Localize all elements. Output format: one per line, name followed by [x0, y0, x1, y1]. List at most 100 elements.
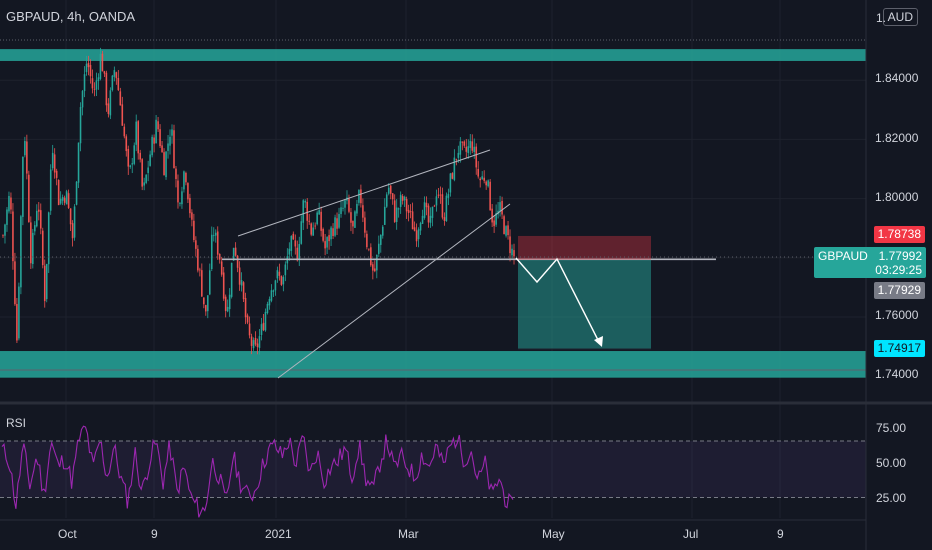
candle-body[interactable]	[119, 91, 122, 106]
candle-body[interactable]	[409, 211, 412, 213]
candle-body[interactable]	[425, 202, 428, 208]
candle-body[interactable]	[97, 77, 100, 82]
candle-body[interactable]	[99, 53, 102, 79]
candle-body[interactable]	[507, 225, 509, 235]
candle-body[interactable]	[463, 141, 466, 146]
candle-body[interactable]	[53, 154, 56, 173]
candle-body[interactable]	[501, 200, 503, 215]
candle-body[interactable]	[226, 306, 229, 312]
candle-body[interactable]	[230, 262, 233, 297]
candle-body[interactable]	[370, 247, 372, 266]
candle-body[interactable]	[334, 217, 336, 236]
candle-body[interactable]	[185, 172, 187, 183]
candle-body[interactable]	[312, 227, 314, 236]
candle-body[interactable]	[511, 248, 513, 256]
candle-body[interactable]	[433, 205, 436, 207]
candle-body[interactable]	[181, 191, 183, 205]
candle-body[interactable]	[473, 146, 476, 153]
candle-body[interactable]	[47, 212, 50, 265]
candle-body[interactable]	[318, 210, 320, 215]
candle-body[interactable]	[256, 343, 259, 348]
candle-body[interactable]	[296, 247, 299, 261]
resistance-zone[interactable]	[0, 49, 866, 61]
candle-body[interactable]	[491, 208, 493, 223]
candle-body[interactable]	[437, 194, 440, 196]
candle-body[interactable]	[340, 207, 342, 214]
candle-body[interactable]	[113, 70, 116, 77]
candle-body[interactable]	[87, 62, 90, 68]
candle-body[interactable]	[304, 201, 307, 203]
candle-body[interactable]	[189, 197, 191, 214]
candle-body[interactable]	[443, 217, 446, 221]
candle-body[interactable]	[395, 207, 398, 222]
candle-body[interactable]	[268, 298, 271, 306]
candle-body[interactable]	[32, 232, 34, 265]
candle-body[interactable]	[105, 72, 108, 106]
rsi-line[interactable]	[1, 425, 514, 518]
candle-body[interactable]	[292, 233, 295, 240]
candle-body[interactable]	[65, 191, 68, 205]
candle-body[interactable]	[379, 234, 382, 245]
candle-body[interactable]	[129, 165, 132, 167]
candle-body[interactable]	[374, 268, 376, 272]
candle-body[interactable]	[336, 218, 338, 229]
candle-body[interactable]	[89, 64, 92, 77]
candle-body[interactable]	[385, 194, 388, 207]
candle-body[interactable]	[431, 206, 434, 218]
candle-body[interactable]	[121, 104, 124, 126]
candle-body[interactable]	[135, 121, 138, 145]
candle-body[interactable]	[93, 88, 96, 90]
candle-body[interactable]	[399, 194, 402, 207]
candle-body[interactable]	[459, 141, 462, 155]
candle-body[interactable]	[324, 241, 326, 249]
candle-body[interactable]	[12, 211, 14, 262]
candle-body[interactable]	[260, 324, 263, 336]
candle-body[interactable]	[210, 234, 213, 270]
candle-body[interactable]	[276, 270, 279, 279]
candle-body[interactable]	[272, 290, 275, 292]
candle-body[interactable]	[258, 336, 261, 348]
candle-body[interactable]	[16, 303, 18, 341]
candle-body[interactable]	[328, 235, 330, 242]
candle-body[interactable]	[326, 237, 328, 248]
candle-body[interactable]	[342, 207, 344, 209]
candle-body[interactable]	[171, 129, 173, 136]
candle-body[interactable]	[30, 222, 32, 264]
candle-body[interactable]	[173, 130, 175, 169]
candle-body[interactable]	[441, 194, 444, 218]
candle-body[interactable]	[429, 215, 432, 223]
candle-body[interactable]	[163, 152, 165, 176]
candle-body[interactable]	[197, 248, 199, 271]
candle-body[interactable]	[387, 187, 390, 194]
candle-body[interactable]	[139, 152, 141, 160]
candle-body[interactable]	[320, 211, 322, 231]
candle-body[interactable]	[298, 243, 301, 259]
candle-body[interactable]	[147, 167, 149, 173]
candle-body[interactable]	[427, 205, 430, 223]
candle-body[interactable]	[207, 295, 209, 312]
candle-body[interactable]	[250, 336, 253, 346]
candle-body[interactable]	[153, 137, 155, 144]
candle-body[interactable]	[69, 208, 72, 225]
candle-body[interactable]	[354, 211, 356, 228]
candle-body[interactable]	[481, 176, 483, 180]
candle-body[interactable]	[242, 282, 245, 300]
candle-body[interactable]	[95, 80, 98, 90]
candle-body[interactable]	[383, 206, 386, 225]
candle-body[interactable]	[483, 177, 485, 181]
candle-body[interactable]	[161, 145, 163, 153]
candle-body[interactable]	[447, 193, 450, 198]
candle-body[interactable]	[218, 254, 221, 260]
candle-body[interactable]	[208, 270, 211, 295]
candle-body[interactable]	[330, 227, 332, 240]
candle-body[interactable]	[159, 129, 161, 147]
candle-body[interactable]	[266, 303, 269, 313]
candle-body[interactable]	[83, 74, 86, 92]
candle-body[interactable]	[274, 280, 277, 291]
candle-body[interactable]	[421, 215, 424, 224]
candle-body[interactable]	[22, 156, 24, 217]
candle-body[interactable]	[123, 126, 126, 137]
candle-body[interactable]	[503, 216, 505, 235]
candle-body[interactable]	[246, 315, 249, 323]
candle-body[interactable]	[212, 235, 215, 237]
